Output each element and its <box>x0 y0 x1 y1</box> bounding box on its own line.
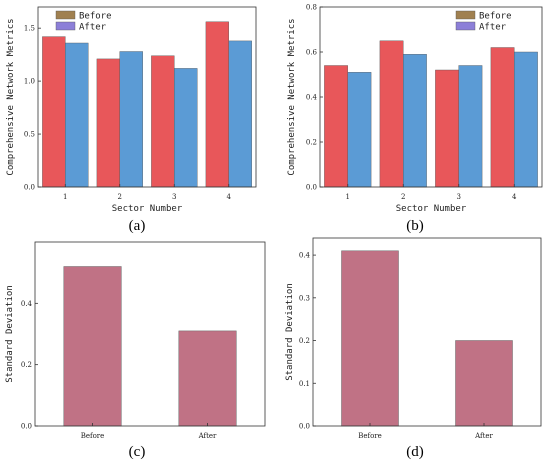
y-tick-label: 0.2 <box>299 337 310 345</box>
bar-after-sector-3 <box>458 65 483 188</box>
bar-before-sector-2 <box>379 40 404 188</box>
legend-label-before: Before <box>79 12 112 22</box>
plot-frame <box>34 241 266 427</box>
x-tick-label: 4 <box>512 193 517 201</box>
x-tick-label: Before <box>358 432 382 440</box>
y-tick-label: 0.4 <box>299 252 311 260</box>
x-tick-label: 4 <box>227 193 232 201</box>
y-tick-label: 0.0 <box>21 423 32 431</box>
y-tick-label: 0.2 <box>21 361 32 369</box>
x-tick-label: 3 <box>457 193 461 201</box>
bar-after-sector-3 <box>174 68 198 188</box>
x-tick-label: 3 <box>172 193 176 201</box>
legend-label-after: After <box>79 23 107 33</box>
plot-frame <box>312 237 542 427</box>
y-tick-label: 0.4 <box>21 300 33 308</box>
bar-before-sector-4 <box>205 21 229 188</box>
y-tick-label: 0.3 <box>299 294 310 302</box>
bar-after-sector-2 <box>403 54 427 188</box>
y-axis-title: Comprehensive Network Metrics <box>287 18 297 175</box>
bar-before <box>341 250 399 427</box>
panel-label: (c) <box>129 444 146 460</box>
bar-before-sector-4 <box>490 47 515 188</box>
panel-label: (a) <box>129 218 146 234</box>
x-tick-label: After <box>474 432 493 440</box>
y-tick-label: 0.4 <box>306 94 318 102</box>
x-tick-label: 2 <box>118 193 122 201</box>
y-tick-label: 1.0 <box>24 78 35 86</box>
y-tick-label: 0.6 <box>306 49 318 57</box>
x-tick-label: Before <box>81 432 105 440</box>
chart-panel-4: 0.0 0.1 0.2 0.3 0.4 Before After Standard Devia… <box>285 237 542 460</box>
x-tick-label: 1 <box>63 193 67 201</box>
y-axis-title: Comprehensive Network Metrics <box>6 18 16 175</box>
panel-label: (d) <box>406 444 424 460</box>
x-tick-label: 1 <box>346 193 350 201</box>
x-axis-title: Sector Number <box>112 204 183 214</box>
chart-panel-1: 0.0 0.5 1.0 1.5 1 2 3 4 Sector Number Comprehensi… <box>6 6 257 234</box>
y-axis-title: Standard Deviation <box>285 283 295 381</box>
bar-before <box>63 266 122 427</box>
y-tick-label: 0.0 <box>24 184 35 192</box>
legend-label-before: Before <box>479 12 512 22</box>
legend-swatch-before <box>455 10 476 20</box>
x-tick-label: After <box>198 432 217 440</box>
y-tick-label: 0.1 <box>299 380 310 388</box>
bar-after-sector-1 <box>65 42 89 188</box>
bar-after <box>455 340 513 427</box>
legend-swatch-after <box>55 21 76 31</box>
bar-after-sector-2 <box>119 51 143 188</box>
bar-after-sector-4 <box>228 40 252 188</box>
y-tick-label: 1.5 <box>24 25 35 33</box>
legend-label-after: After <box>479 23 507 33</box>
y-tick-label: 0.2 <box>306 139 317 147</box>
chart-panel-3: 0.0 0.2 0.4 Before After Standard Deviation (c… <box>5 241 266 460</box>
panel-label: (b) <box>406 218 424 234</box>
legend-swatch-before <box>55 10 76 20</box>
legend-swatch-after <box>455 21 476 31</box>
y-tick-label: 0.0 <box>299 423 310 431</box>
bar-before-sector-1 <box>42 36 66 188</box>
bar-before-sector-2 <box>96 58 121 188</box>
bar-before-sector-3 <box>435 69 459 188</box>
bar-after-sector-1 <box>347 72 372 188</box>
x-tick-label: 2 <box>401 193 405 201</box>
y-tick-label: 0.8 <box>306 4 317 12</box>
y-tick-label: 0.5 <box>24 131 35 139</box>
y-axis-title: Standard Deviation <box>5 285 15 383</box>
plot-frame <box>37 6 257 188</box>
bar-after <box>178 330 237 427</box>
x-axis-title: Sector Number <box>396 204 467 214</box>
y-tick-label: 0.0 <box>306 184 317 192</box>
bar-before-sector-1 <box>324 65 348 188</box>
bar-after-sector-4 <box>514 51 538 188</box>
bar-before-sector-3 <box>151 55 175 188</box>
chart-panel-2: 0.0 0.2 0.4 0.6 0.8 1 2 3 4 Sector Number Comprehe… <box>287 4 543 234</box>
